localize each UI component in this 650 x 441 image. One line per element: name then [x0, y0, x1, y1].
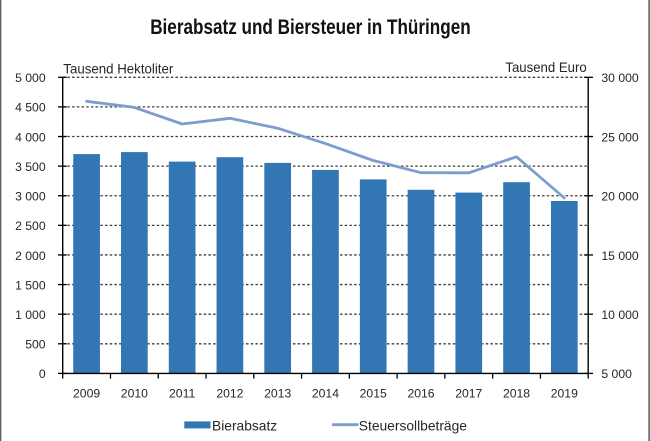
svg-text:2010: 2010 — [121, 387, 148, 401]
svg-text:1 000: 1 000 — [15, 308, 46, 322]
svg-text:Bierabsatz und Biersteuer in T: Bierabsatz und Biersteuer in Thüringen — [150, 16, 471, 39]
svg-text:2 000: 2 000 — [15, 249, 46, 263]
svg-text:2014: 2014 — [312, 387, 339, 401]
svg-text:Steuersollbeträge: Steuersollbeträge — [359, 418, 467, 433]
svg-text:2016: 2016 — [407, 387, 434, 401]
svg-text:20 000: 20 000 — [601, 190, 638, 204]
svg-text:3 500: 3 500 — [15, 160, 46, 174]
svg-text:500: 500 — [25, 338, 46, 352]
svg-text:4 000: 4 000 — [15, 130, 46, 144]
svg-text:2017: 2017 — [455, 387, 482, 401]
svg-text:2015: 2015 — [360, 387, 387, 401]
svg-text:2019: 2019 — [551, 387, 578, 401]
svg-text:2011: 2011 — [169, 387, 195, 401]
svg-text:2018: 2018 — [503, 387, 530, 401]
svg-text:30 000: 30 000 — [601, 71, 638, 85]
svg-text:0: 0 — [39, 367, 46, 381]
svg-text:5 000: 5 000 — [15, 71, 46, 85]
svg-text:4 500: 4 500 — [15, 101, 46, 115]
svg-text:Tausend Euro: Tausend Euro — [505, 59, 586, 75]
svg-text:10 000: 10 000 — [601, 308, 638, 322]
svg-text:2 500: 2 500 — [15, 219, 46, 233]
svg-text:1 500: 1 500 — [15, 278, 46, 292]
svg-text:2012: 2012 — [216, 387, 243, 401]
svg-text:25 000: 25 000 — [601, 130, 638, 144]
svg-text:2009: 2009 — [73, 387, 100, 401]
svg-text:5 000: 5 000 — [601, 367, 632, 381]
svg-text:Tausend Hektoliter: Tausend Hektoliter — [63, 60, 173, 76]
svg-text:15 000: 15 000 — [601, 249, 638, 263]
svg-text:2013: 2013 — [264, 387, 291, 401]
svg-text:3 000: 3 000 — [15, 190, 46, 204]
svg-text:Bierabsatz: Bierabsatz — [212, 418, 277, 433]
